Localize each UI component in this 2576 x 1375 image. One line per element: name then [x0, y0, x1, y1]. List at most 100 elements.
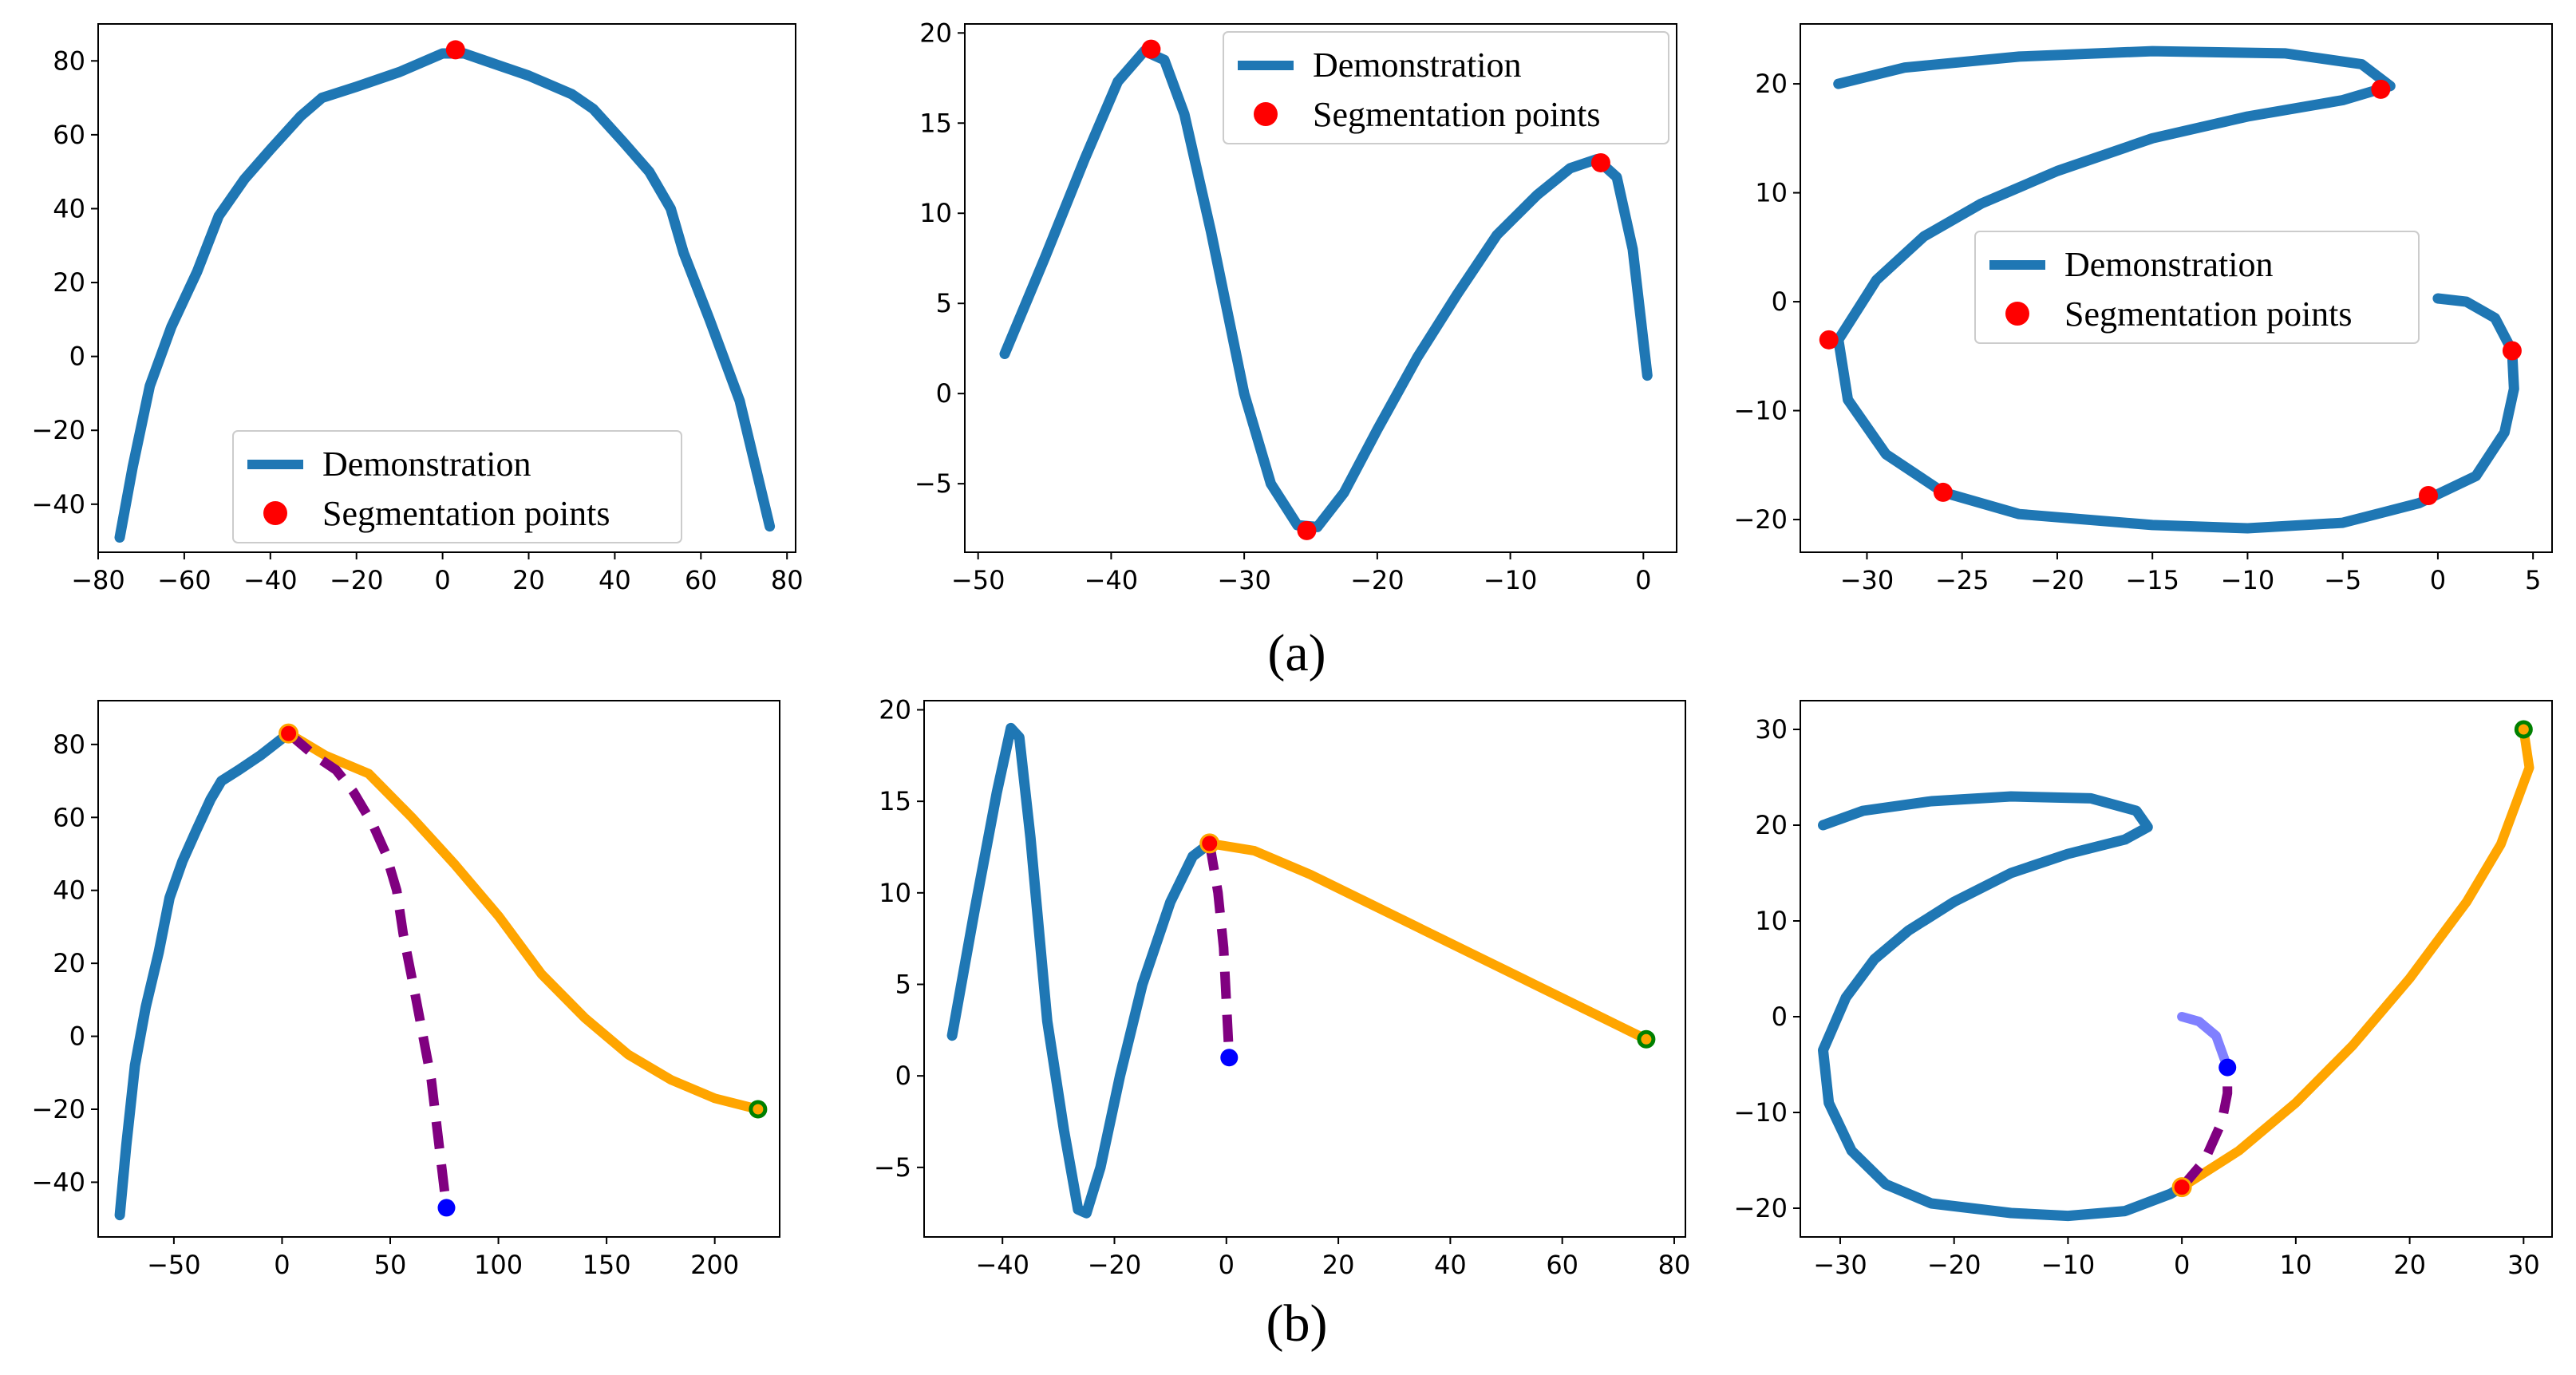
x-tick-label-b2: −20 [1088, 1250, 1142, 1280]
x-tick-label-b1: 150 [583, 1250, 631, 1280]
y-tick-label-a2: 0 [936, 378, 952, 409]
x-tick-label-a3: −15 [2125, 565, 2179, 595]
x-tick-label-a1: −80 [71, 565, 125, 595]
x-tick-label-a3: −30 [1840, 565, 1894, 595]
x-tick-label-a3: −20 [2030, 565, 2084, 595]
y-tick-label-a1: 60 [53, 120, 85, 150]
y-tick-label-a1: −20 [31, 415, 85, 445]
x-tick-label-b3: −10 [2041, 1250, 2096, 1280]
x-tick-label-b3: −30 [1813, 1250, 1867, 1280]
axes-frame-b2 [923, 700, 1686, 1238]
series-line-demonstration [946, 722, 1215, 1219]
x-tick-label-b2: 0 [1219, 1250, 1235, 1280]
legend-box [232, 430, 682, 543]
y-tick-label-a3: 10 [1755, 178, 1788, 208]
x-tick-label-a2: −20 [1350, 565, 1405, 595]
axes-frame-a3 [1800, 23, 2553, 553]
y-tick-label-b2: 20 [879, 694, 911, 725]
y-tick-label-a3: 20 [1755, 69, 1788, 99]
legend-seg-marker [1254, 102, 1278, 126]
y-tick-label-a1: 80 [53, 45, 85, 76]
x-tick-label-a1: 40 [599, 565, 631, 595]
x-tick-label-a3: −5 [2324, 565, 2361, 595]
legend-demo-label: Demonstration [1313, 45, 1522, 85]
x-tick-label-a2: −30 [1217, 565, 1271, 595]
data-point-start [279, 723, 299, 744]
legend-seg-label: Segmentation points [1313, 95, 1601, 134]
y-tick-label-b2: 15 [879, 786, 911, 816]
x-tick-label-b3: 30 [2507, 1250, 2540, 1280]
legend-demo-label: Demonstration [322, 445, 531, 484]
legend-seg-label: Segmentation points [322, 494, 610, 533]
y-tick-label-a2: −5 [915, 468, 952, 499]
x-tick-label-b1: 200 [690, 1250, 739, 1280]
y-tick-label-a3: 0 [1772, 286, 1788, 317]
legend-box [1223, 31, 1669, 144]
y-tick-label-b1: −20 [31, 1094, 85, 1124]
y-tick-label-b3: 20 [1755, 810, 1788, 840]
series-line-generalized [283, 729, 763, 1114]
x-tick-label-b2: 80 [1658, 1250, 1691, 1280]
x-tick-label-a3: 5 [2525, 565, 2541, 595]
x-tick-label-b2: −40 [975, 1250, 1029, 1280]
data-point-goal [749, 1100, 768, 1119]
legend-seg-marker [2005, 302, 2029, 326]
x-tick-label-b2: 20 [1322, 1250, 1355, 1280]
y-tick-label-b1: 20 [53, 948, 85, 978]
data-point-goal [1637, 1029, 1656, 1049]
y-tick-label-a3: −20 [1733, 504, 1788, 535]
data-point-end [2218, 1058, 2237, 1077]
y-tick-label-b1: 80 [53, 729, 85, 760]
y-tick-label-a1: 40 [53, 193, 85, 223]
x-tick-label-a1: −20 [330, 565, 384, 595]
y-tick-label-b1: 60 [53, 802, 85, 832]
data-point-goal [2514, 720, 2533, 739]
series-line-reference [285, 729, 452, 1209]
y-tick-label-a2: 15 [919, 108, 952, 138]
data-point-start [1199, 833, 1220, 854]
x-tick-label-a2: −50 [951, 565, 1006, 595]
y-tick-label-a2: 20 [919, 18, 952, 48]
x-tick-label-b3: 10 [2280, 1250, 2313, 1280]
y-tick-label-b3: 0 [1772, 1002, 1788, 1032]
y-tick-label-a2: 10 [919, 198, 952, 228]
y-tick-label-a1: −40 [31, 489, 85, 520]
x-tick-label-b3: 0 [2174, 1250, 2190, 1280]
series-line-demonstration [1818, 791, 2187, 1222]
series-line-demonstration [1833, 45, 2519, 534]
data-point-start [2171, 1177, 2192, 1198]
series-line-demonstration [114, 48, 776, 543]
y-tick-label-b2: 10 [879, 878, 911, 908]
y-tick-label-b3: 10 [1755, 906, 1788, 936]
y-tick-label-a1: 20 [53, 267, 85, 298]
x-tick-label-a3: −10 [2221, 565, 2275, 595]
x-tick-label-a3: −25 [1935, 565, 1989, 595]
data-point-segmentation-points [1933, 482, 1953, 502]
axes-frame-a2 [964, 23, 1677, 553]
y-tick-label-a1: 0 [69, 342, 85, 372]
y-tick-label-b1: 0 [69, 1021, 85, 1052]
x-tick-label-b3: 20 [2393, 1250, 2426, 1280]
axes-frame-a1 [97, 23, 796, 553]
x-tick-label-a1: 0 [434, 565, 450, 595]
data-point-end [437, 1199, 456, 1217]
x-tick-label-a1: 60 [685, 565, 717, 595]
data-point-segmentation-points [2418, 486, 2438, 506]
legend-seg-marker [263, 501, 287, 525]
x-tick-label-a1: 20 [512, 565, 545, 595]
data-point-segmentation-points [445, 40, 465, 60]
y-tick-label-b1: 40 [53, 875, 85, 906]
series-line-reference [1204, 842, 1235, 1058]
y-tick-label-b2: 5 [895, 969, 911, 999]
x-tick-label-a2: −40 [1085, 565, 1139, 595]
data-point-segmentation-points [1819, 330, 1839, 350]
caption-b: (b) [1266, 1294, 1328, 1353]
data-point-segmentation-points [2502, 341, 2522, 361]
data-point-segmentation-points [1590, 152, 1610, 172]
axes-frame-b1 [97, 700, 780, 1238]
y-tick-label-b3: −10 [1733, 1097, 1788, 1128]
x-tick-label-a1: −60 [157, 565, 211, 595]
legend-box [1974, 231, 2420, 344]
legend-demo-label: Demonstration [2064, 245, 2274, 284]
